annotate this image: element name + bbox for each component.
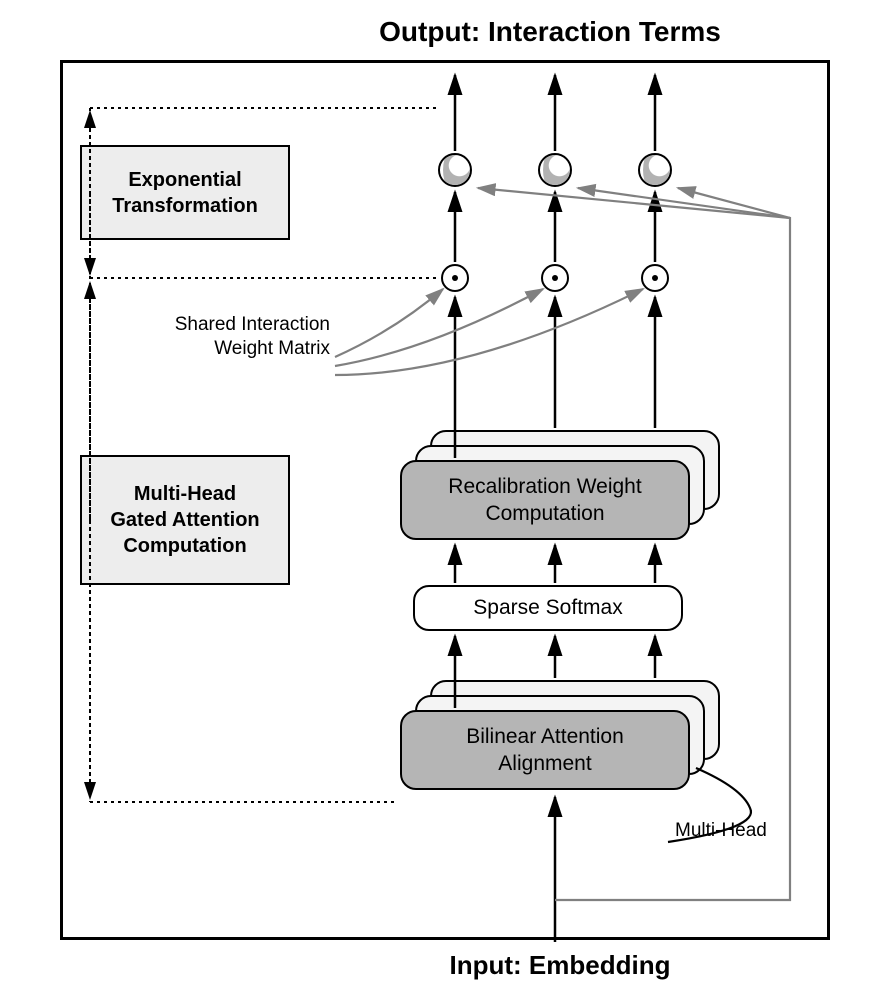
exp-node-2 xyxy=(538,153,572,187)
exp-node-1 xyxy=(438,153,472,187)
recal-block-front: Recalibration Weight Computation xyxy=(400,460,690,540)
exponential-transformation-label: Exponential Transformation xyxy=(80,145,290,240)
dot-node-1 xyxy=(441,264,469,292)
side-lower-text: Multi-Head Gated Attention Computation xyxy=(110,481,259,559)
sparse-softmax-block: Sparse Softmax xyxy=(413,585,683,631)
dot-node-2 xyxy=(541,264,569,292)
output-title: Output: Interaction Terms xyxy=(300,16,800,48)
multihead-gated-attention-label: Multi-Head Gated Attention Computation xyxy=(80,455,290,585)
dot-node-3 xyxy=(641,264,669,292)
exp-node-3 xyxy=(638,153,672,187)
recal-text: Recalibration Weight Computation xyxy=(448,473,641,528)
side-upper-text: Exponential Transformation xyxy=(112,167,258,219)
shared-interaction-weight-label: Shared Interaction Weight Matrix xyxy=(135,313,330,361)
bilinear-block-front: Bilinear Attention Alignment xyxy=(400,710,690,790)
shared-weight-text: Shared Interaction Weight Matrix xyxy=(175,314,330,359)
sparse-text: Sparse Softmax xyxy=(473,594,622,621)
input-title: Input: Embedding xyxy=(370,950,750,981)
multi-head-label: Multi-Head xyxy=(675,820,767,842)
bilinear-text: Bilinear Attention Alignment xyxy=(466,723,624,778)
